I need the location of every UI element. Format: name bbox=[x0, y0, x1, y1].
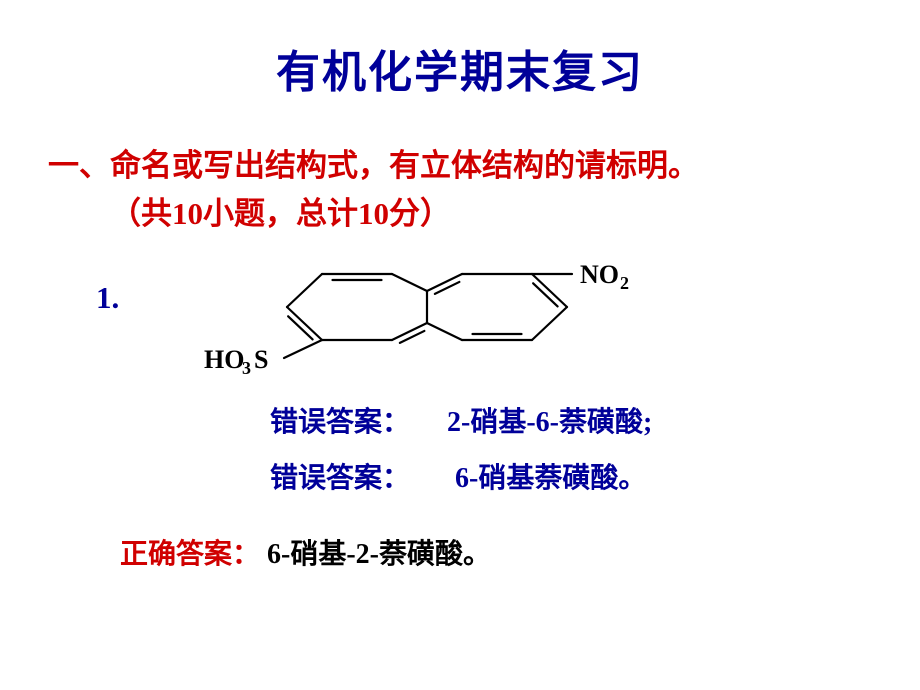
title-text: 有机化学期末复习 bbox=[276, 48, 644, 97]
section-line-2: （共10小题，总计10分） bbox=[110, 190, 920, 238]
svg-text:S: S bbox=[254, 345, 268, 374]
wrong-answer-1: 错误答案： 2-硝基-6-萘磺酸; bbox=[270, 400, 920, 440]
correct-answer-block: 正确答案： 6-硝基-2-萘磺酸。 bbox=[120, 532, 920, 572]
wrong-label-2: 错误答案： bbox=[270, 456, 410, 496]
section-line-1: 一、命名或写出结构式，有立体结构的请标明。 bbox=[48, 142, 920, 190]
svg-text:NO: NO bbox=[580, 260, 619, 289]
wrong-text-1: 2-硝基-6-萘磺酸; bbox=[447, 400, 652, 440]
wrong-answers-block: 错误答案： 2-硝基-6-萘磺酸; 错误答案： 6-硝基萘磺酸。 bbox=[270, 400, 920, 496]
section-heading: 一、命名或写出结构式，有立体结构的请标明。 （共10小题，总计10分） bbox=[48, 142, 920, 238]
svg-text:3: 3 bbox=[242, 358, 251, 378]
svg-text:HO: HO bbox=[204, 345, 244, 374]
svg-text:2: 2 bbox=[620, 273, 629, 293]
wrong-answer-2: 错误答案： 6-硝基萘磺酸。 bbox=[270, 456, 920, 496]
correct-text: 6-硝基-2-萘磺酸。 bbox=[267, 532, 491, 572]
correct-label: 正确答案： bbox=[120, 532, 260, 572]
molecule-diagram: HO3S NO2 bbox=[137, 252, 697, 382]
slide: 有机化学期末复习 一、命名或写出结构式，有立体结构的请标明。 （共10小题，总计… bbox=[0, 0, 920, 690]
question-1: 1. HO3S NO2 bbox=[96, 252, 920, 382]
wrong-text-2: 6-硝基萘磺酸。 bbox=[455, 456, 646, 496]
wrong-label-1: 错误答案： bbox=[270, 400, 410, 440]
page-title: 有机化学期末复习 bbox=[0, 0, 920, 100]
question-number: 1. bbox=[96, 280, 119, 316]
